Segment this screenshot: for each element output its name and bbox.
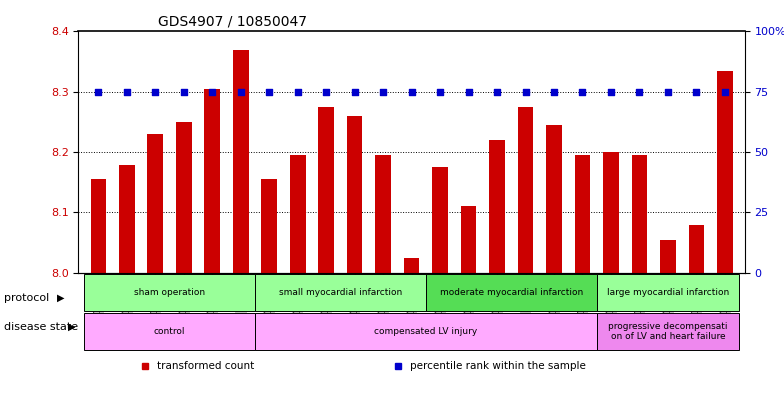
- Point: [719, 89, 731, 95]
- Point: [177, 89, 190, 95]
- Text: percentile rank within the sample: percentile rank within the sample: [410, 362, 586, 371]
- Point: [263, 89, 275, 95]
- Point: [548, 89, 561, 95]
- Bar: [546, 125, 562, 273]
- Bar: [290, 155, 306, 273]
- Text: compensated LV injury: compensated LV injury: [374, 327, 477, 336]
- Bar: [176, 122, 191, 273]
- Text: ▶: ▶: [68, 322, 76, 332]
- Point: [604, 89, 617, 95]
- Bar: [205, 89, 220, 273]
- Bar: [261, 179, 277, 273]
- Text: control: control: [154, 327, 185, 336]
- Bar: [597, 313, 739, 350]
- Text: large myocardial infarction: large myocardial infarction: [607, 288, 729, 297]
- Point: [92, 89, 104, 95]
- Bar: [318, 107, 334, 273]
- Point: [348, 89, 361, 95]
- Bar: [517, 107, 533, 273]
- Text: protocol: protocol: [4, 293, 49, 303]
- Bar: [404, 258, 419, 273]
- Bar: [84, 274, 255, 311]
- Bar: [147, 134, 163, 273]
- Bar: [632, 155, 648, 273]
- Point: [405, 89, 418, 95]
- Bar: [717, 71, 733, 273]
- Point: [519, 89, 532, 95]
- Point: [377, 89, 390, 95]
- Bar: [603, 152, 619, 273]
- Text: sham operation: sham operation: [134, 288, 205, 297]
- Bar: [426, 274, 597, 311]
- Bar: [688, 224, 704, 273]
- Point: [320, 89, 332, 95]
- Point: [491, 89, 503, 95]
- Text: GDS4907 / 10850047: GDS4907 / 10850047: [158, 15, 307, 29]
- Bar: [90, 179, 106, 273]
- Bar: [84, 313, 255, 350]
- Bar: [119, 165, 135, 273]
- Text: ▶: ▶: [57, 293, 65, 303]
- Bar: [660, 240, 676, 273]
- Point: [690, 89, 702, 95]
- Point: [234, 89, 247, 95]
- Bar: [255, 274, 426, 311]
- Bar: [347, 116, 362, 273]
- Text: moderate myocardial infarction: moderate myocardial infarction: [440, 288, 583, 297]
- Text: transformed count: transformed count: [157, 362, 254, 371]
- Bar: [461, 206, 477, 273]
- Point: [292, 89, 304, 95]
- Bar: [432, 167, 448, 273]
- Bar: [255, 313, 597, 350]
- Point: [149, 89, 162, 95]
- Text: disease state: disease state: [4, 322, 78, 332]
- Bar: [233, 50, 249, 273]
- Point: [434, 89, 446, 95]
- Point: [463, 89, 475, 95]
- Bar: [597, 274, 739, 311]
- Bar: [489, 140, 505, 273]
- Point: [633, 89, 646, 95]
- Point: [576, 89, 589, 95]
- Point: [662, 89, 674, 95]
- Bar: [575, 155, 590, 273]
- Bar: [376, 155, 391, 273]
- Point: [206, 89, 219, 95]
- Text: small myocardial infarction: small myocardial infarction: [279, 288, 402, 297]
- Point: [121, 89, 133, 95]
- Text: progressive decompensati
on of LV and heart failure: progressive decompensati on of LV and he…: [608, 322, 728, 341]
